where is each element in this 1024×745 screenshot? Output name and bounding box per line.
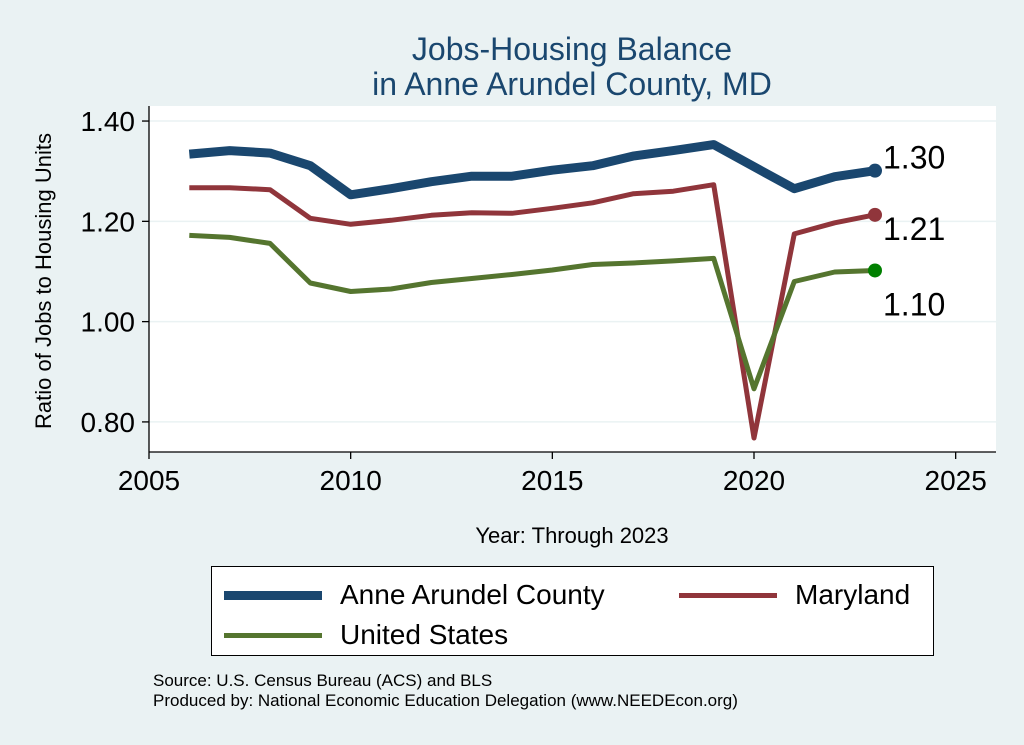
series-end-label-united-states: 1.10 bbox=[883, 286, 945, 322]
series-end-point-maryland bbox=[868, 207, 882, 222]
legend-item-anne-arundel: Anne Arundel County bbox=[224, 579, 605, 611]
legend-item-united-states: United States bbox=[224, 619, 508, 651]
x-tick-label: 2015 bbox=[521, 465, 583, 496]
series-end-point-anne-arundel-county bbox=[868, 163, 882, 178]
y-axis-ticks: 0.80 1.00 1.20 1.40 bbox=[81, 106, 149, 438]
series-end-markers bbox=[868, 163, 882, 278]
y-tick-label: 1.40 bbox=[81, 106, 136, 137]
series-end-point-united-states bbox=[868, 263, 882, 278]
source-note: Source: U.S. Census Bureau (ACS) and BLS… bbox=[153, 671, 738, 711]
y-tick-label: 1.20 bbox=[81, 206, 136, 237]
chart-subtitle: in Anne Arundel County, MD bbox=[372, 66, 772, 102]
series-end-label-anne-arundel-county: 1.30 bbox=[883, 140, 945, 176]
y-tick-label: 1.00 bbox=[81, 307, 136, 338]
series-end-labels: 1.30 1.21 1.10 bbox=[883, 140, 945, 323]
legend-swatch-maryland bbox=[679, 592, 777, 598]
series-line-anne-arundel-county bbox=[188, 140, 876, 200]
legend-label-united-states: United States bbox=[340, 619, 509, 650]
y-axis-label: Ratio of Jobs to Housing Units bbox=[31, 133, 56, 429]
x-tick-label: 2005 bbox=[118, 465, 180, 496]
x-tick-label: 2020 bbox=[723, 465, 785, 496]
source-line: Source: U.S. Census Bureau (ACS) and BLS bbox=[153, 671, 493, 690]
legend-swatch-anne-arundel bbox=[224, 590, 322, 600]
y-tick-label: 0.80 bbox=[81, 407, 136, 438]
series-lines bbox=[188, 140, 876, 441]
legend-item-maryland: Maryland bbox=[679, 579, 910, 611]
x-axis-ticks: 2005 2010 2015 2020 2025 bbox=[118, 452, 987, 496]
legend: Anne Arundel County Maryland United Stat… bbox=[211, 566, 934, 656]
legend-label-anne-arundel: Anne Arundel County bbox=[340, 579, 605, 610]
legend-label-maryland: Maryland bbox=[795, 579, 911, 610]
series-line-maryland bbox=[189, 182, 876, 441]
producer-line: Produced by: National Economic Education… bbox=[153, 691, 738, 710]
x-axis-label: Year: Through 2023 bbox=[475, 523, 668, 548]
series-end-label-maryland: 1.21 bbox=[883, 211, 945, 247]
series-line-united-states bbox=[189, 232, 876, 392]
x-tick-label: 2010 bbox=[320, 465, 382, 496]
chart-title: Jobs-Housing Balance bbox=[412, 31, 732, 67]
x-tick-label: 2025 bbox=[925, 465, 987, 496]
legend-swatch-united-states bbox=[224, 632, 322, 638]
